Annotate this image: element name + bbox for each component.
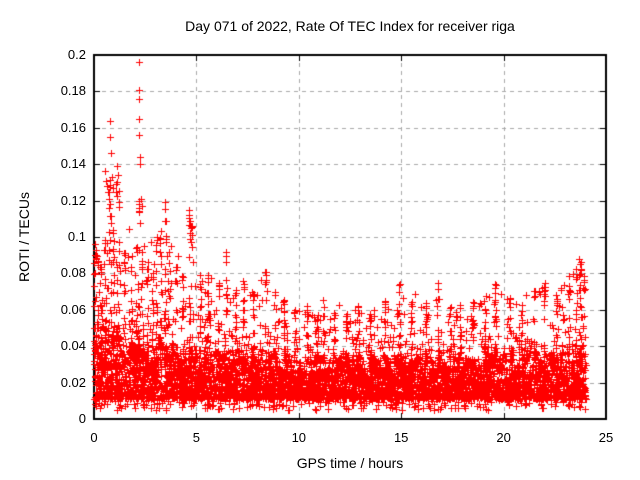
y-tick-label: 0.1 xyxy=(67,229,86,244)
y-tick-label: 0.12 xyxy=(60,192,86,208)
y-tick-label: 0.14 xyxy=(60,156,86,172)
y-tick-label: 0.06 xyxy=(60,301,86,317)
x-tick-label: 25 xyxy=(598,430,614,445)
x-tick-label: 0 xyxy=(90,430,98,445)
x-tick-label: 10 xyxy=(291,430,307,445)
y-tick-label: 0.18 xyxy=(60,83,86,99)
y-tick-label: 0.04 xyxy=(60,338,86,354)
y-axis-label: ROTI / TECUs xyxy=(16,192,32,282)
chart-title: Day 071 of 2022, Rate Of TEC Index for r… xyxy=(185,18,515,34)
y-tick-label: 0.2 xyxy=(67,47,86,62)
x-tick-label: 20 xyxy=(496,430,511,445)
y-tick-label: 0.08 xyxy=(60,265,86,281)
y-tick-label: 0 xyxy=(78,411,86,426)
x-tick-label: 15 xyxy=(393,430,409,445)
x-tick-label: 5 xyxy=(192,430,200,445)
x-axis-label: GPS time / hours xyxy=(296,455,404,471)
y-tick-label: 0.16 xyxy=(60,119,86,135)
y-tick-label: 0.02 xyxy=(60,374,86,390)
